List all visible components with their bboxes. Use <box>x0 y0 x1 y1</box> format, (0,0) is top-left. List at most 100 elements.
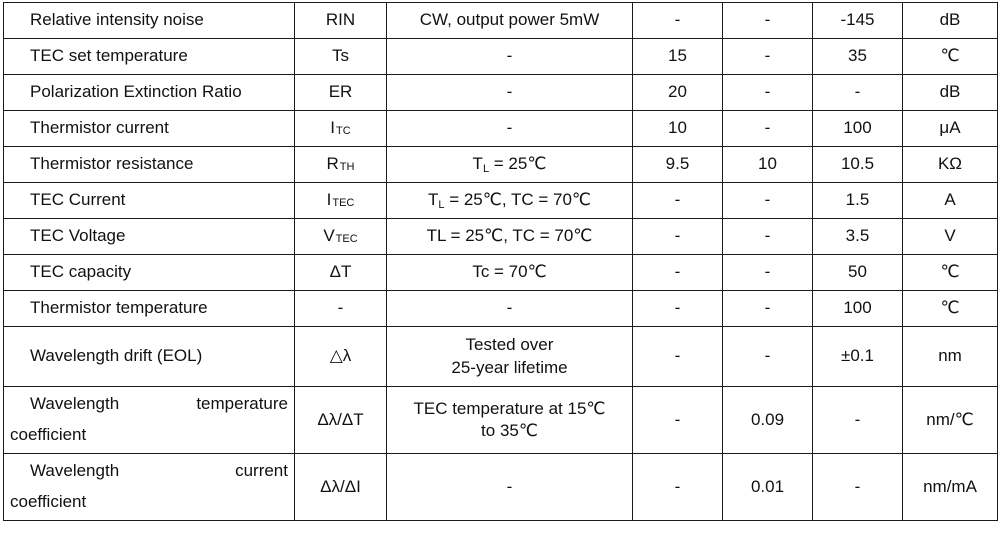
parameter-word: current <box>235 461 288 481</box>
condition-cell: - <box>386 453 633 521</box>
condition-text: T <box>472 154 483 174</box>
condition-line: 25-year lifetime <box>451 357 568 377</box>
min-cell: 20 <box>632 74 723 111</box>
typ-cell: - <box>722 38 813 75</box>
parameter-cell: Polarization Extinction Ratio <box>3 74 295 111</box>
parameter-cell: TEC Current <box>3 182 295 219</box>
condition-line: TEC temperature at 15℃ <box>413 398 606 418</box>
unit-cell: ℃ <box>902 254 998 291</box>
max-cell: 50 <box>812 254 903 291</box>
condition-line: to 35℃ <box>481 421 538 440</box>
symbol-cell: Δλ/ΔI <box>294 453 387 521</box>
table-row: Wavelength current coefficient Δλ/ΔI - -… <box>3 453 998 521</box>
symbol-cell: RTH <box>294 146 387 183</box>
typ-cell: - <box>722 110 813 147</box>
max-cell: 10.5 <box>812 146 903 183</box>
min-cell: - <box>632 290 723 327</box>
typ-cell: - <box>722 290 813 327</box>
symbol-cell: Ts <box>294 38 387 75</box>
symbol-text: ER <box>328 82 353 102</box>
unit-cell: ℃ <box>902 290 998 327</box>
condition-cell: - <box>386 74 633 111</box>
max-cell: - <box>812 74 903 111</box>
specification-table: Relative intensity noise RIN CW, output … <box>3 2 998 521</box>
symbol-text: ΔT <box>329 262 352 282</box>
table-row: Thermistor current ITC - 10 - 100 μA <box>3 110 998 147</box>
table-row: Thermistor temperature - - - - 100 ℃ <box>3 290 998 327</box>
condition-rest: = 25℃ <box>489 154 547 174</box>
symbol-subscript: TC <box>336 125 351 138</box>
symbol-subscript: TEC <box>332 197 355 210</box>
min-cell: 10 <box>632 110 723 147</box>
unit-cell: nm <box>902 326 998 387</box>
min-cell: - <box>632 386 723 454</box>
symbol-cell: ΔT <box>294 254 387 291</box>
symbol-cell: ITEC <box>294 182 387 219</box>
min-cell: - <box>632 182 723 219</box>
symbol-text: Ts <box>332 46 349 66</box>
condition-cell: - <box>386 290 633 327</box>
unit-cell: nm/℃ <box>902 386 998 454</box>
condition-cell: CW, output power 5mW <box>386 2 633 39</box>
typ-cell: - <box>722 218 813 255</box>
typ-cell: 0.01 <box>722 453 813 521</box>
table-row: Wavelength temperature coefficient Δλ/ΔT… <box>3 386 998 454</box>
parameter-word: temperature <box>196 394 288 414</box>
condition-subscript: L <box>482 163 490 176</box>
condition-cell: TEC temperature at 15℃ to 35℃ <box>386 386 633 454</box>
min-cell: 15 <box>632 38 723 75</box>
symbol-text: V <box>323 226 335 246</box>
symbol-subscript: TH <box>339 161 355 174</box>
unit-cell: nm/mA <box>902 453 998 521</box>
condition-cell: TL = 25℃ <box>386 146 633 183</box>
table-row: Polarization Extinction Ratio ER - 20 - … <box>3 74 998 111</box>
parameter-line: Wavelength current <box>10 456 288 487</box>
condition-rest: = 25℃, TC = 70℃ <box>444 190 592 210</box>
parameter-line: Wavelength temperature <box>10 389 288 420</box>
table-row: Wavelength drift (EOL) △λ Tested over 25… <box>3 326 998 387</box>
parameter-line: coefficient <box>10 425 87 444</box>
symbol-cell: △λ <box>294 326 387 387</box>
typ-cell: 10 <box>722 146 813 183</box>
unit-cell: V <box>902 218 998 255</box>
typ-cell: - <box>722 182 813 219</box>
parameter-cell: TEC Voltage <box>3 218 295 255</box>
typ-cell: - <box>722 326 813 387</box>
parameter-cell: Thermistor temperature <box>3 290 295 327</box>
symbol-cell: - <box>294 290 387 327</box>
condition-cell: TL = 25℃, TC = 70℃ <box>386 182 633 219</box>
condition-subscript: L <box>438 199 445 212</box>
parameter-line: coefficient <box>10 492 87 511</box>
min-cell: - <box>632 254 723 291</box>
parameter-cell: Wavelength current coefficient <box>3 453 295 521</box>
min-cell: - <box>632 2 723 39</box>
symbol-cell: ITC <box>294 110 387 147</box>
condition-text: T <box>427 190 439 210</box>
parameter-word: Wavelength <box>30 461 120 481</box>
parameter-cell: Relative intensity noise <box>3 2 295 39</box>
table-row: TEC set temperature Ts - 15 - 35 ℃ <box>3 38 998 75</box>
condition-cell: Tc = 70℃ <box>386 254 633 291</box>
typ-cell: - <box>722 254 813 291</box>
table-row: TEC capacity ΔT Tc = 70℃ - - 50 ℃ <box>3 254 998 291</box>
condition-cell: - <box>386 110 633 147</box>
min-cell: 9.5 <box>632 146 723 183</box>
symbol-text: RIN <box>325 10 356 30</box>
typ-cell: - <box>722 74 813 111</box>
table-row: TEC Voltage VTEC TL = 25℃, TC = 70℃ - - … <box>3 218 998 255</box>
min-cell: - <box>632 326 723 387</box>
max-cell: 3.5 <box>812 218 903 255</box>
symbol-cell: ER <box>294 74 387 111</box>
parameter-cell: Wavelength temperature coefficient <box>3 386 295 454</box>
unit-cell: A <box>902 182 998 219</box>
max-cell: - <box>812 453 903 521</box>
symbol-text: I <box>330 118 336 138</box>
max-cell: -145 <box>812 2 903 39</box>
parameter-cell: Wavelength drift (EOL) <box>3 326 295 387</box>
parameter-cell: Thermistor current <box>3 110 295 147</box>
condition-cell: Tested over 25-year lifetime <box>386 326 633 387</box>
parameter-cell: Thermistor resistance <box>3 146 295 183</box>
condition-cell: - <box>386 38 633 75</box>
unit-cell: KΩ <box>902 146 998 183</box>
unit-cell: μA <box>902 110 998 147</box>
